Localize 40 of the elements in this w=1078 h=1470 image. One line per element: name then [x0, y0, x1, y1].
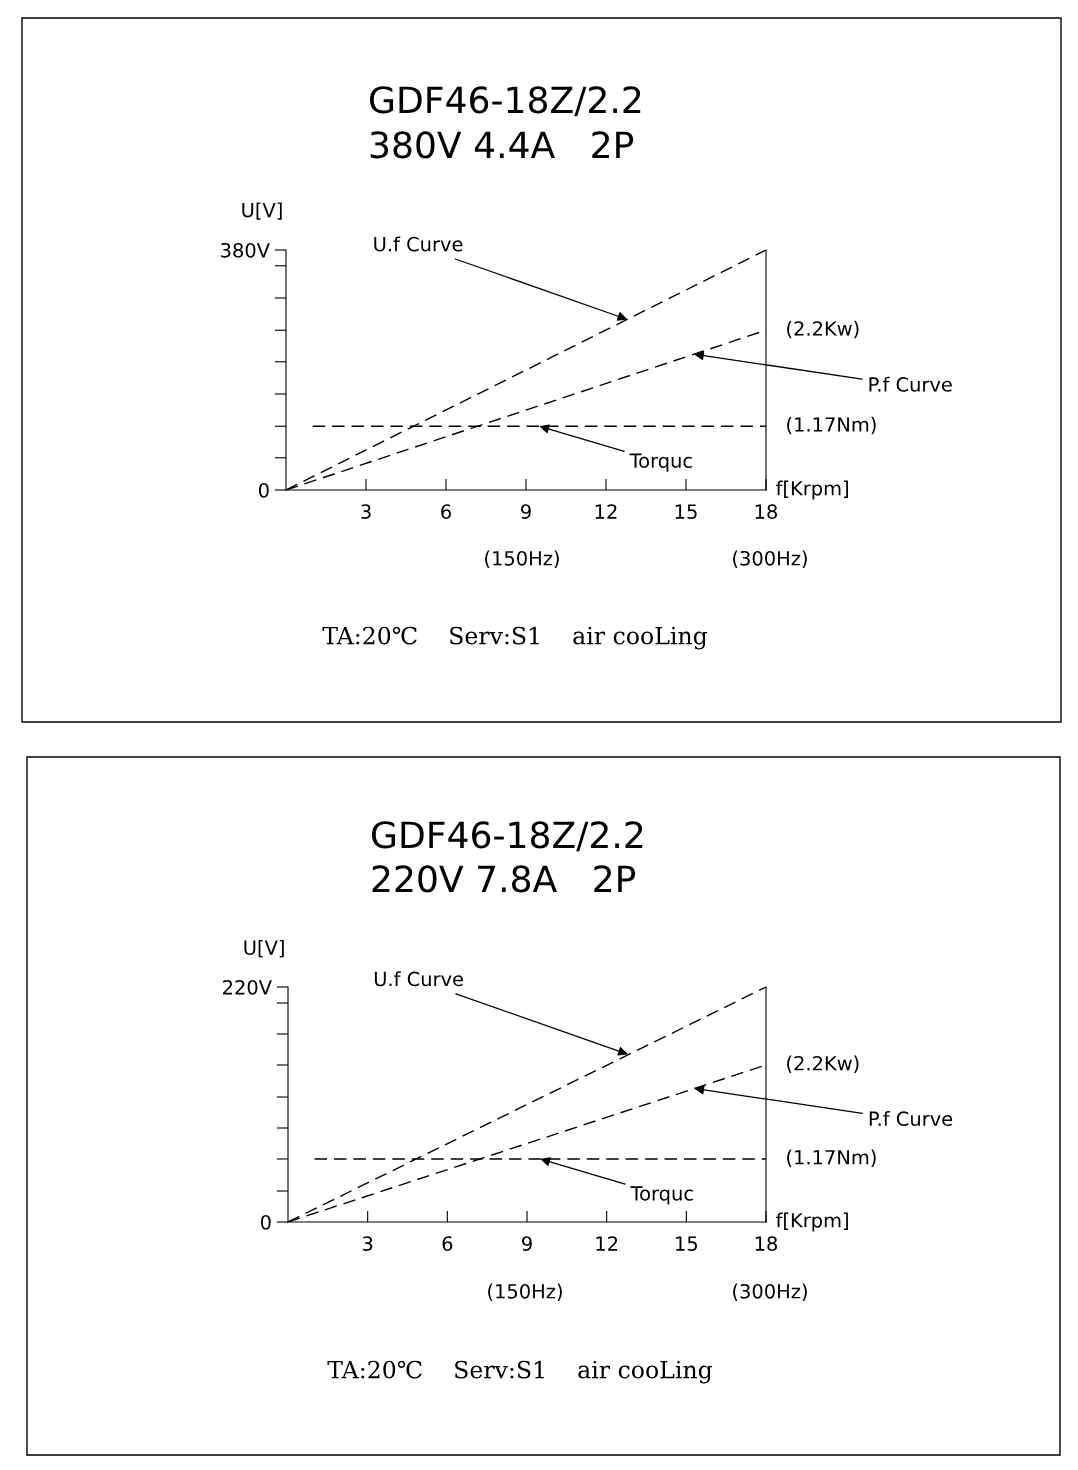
x-tick-label: 18	[755, 504, 778, 519]
x-tick-label: 3	[361, 504, 371, 519]
x-tick-label: 15	[676, 1236, 698, 1251]
y-axis-title: U[V]	[244, 939, 284, 958]
y-tick-label: 220V	[223, 979, 272, 995]
y-axis-title: U[V]	[242, 202, 282, 220]
annotation: (1.17Nm)	[787, 416, 876, 435]
annotation: Torquc	[629, 453, 692, 472]
chart-subtitle: 220V 7.8A 2P	[372, 865, 636, 893]
x-tick-label: 3	[362, 1236, 373, 1251]
text: (150Hz)	[488, 1283, 562, 1301]
x-tick-label: 18	[755, 1236, 778, 1251]
annotation: P.f Curve	[869, 1111, 953, 1127]
annotation: U.f Curve	[374, 236, 463, 252]
x-tick-label: 9	[522, 1236, 532, 1251]
x-tick-label: 12	[596, 1236, 618, 1251]
x-tick-label: 9	[521, 504, 531, 519]
text: TA:20℃ Serv:S1 air cooLing	[327, 1360, 713, 1384]
annotation: (2.2Kw)	[787, 320, 859, 339]
chart-subtitle: 380V 4.4A 2P	[370, 131, 634, 159]
x-axis-title: f[Krpm]	[776, 1212, 848, 1232]
chart-title: GDF46-18Z/2.2	[370, 86, 641, 117]
x-tick-label: 6	[441, 504, 451, 519]
text: TA:20℃ Serv:S1 air cooLing	[322, 626, 708, 650]
annotation: P.f Curve	[869, 376, 952, 392]
y-tick-label: 0	[258, 482, 269, 498]
annotation: (1.17Nm)	[787, 1149, 876, 1167]
text: (300Hz)	[733, 1283, 807, 1301]
annotation: (2.2Kw)	[787, 1055, 859, 1073]
text: (300Hz)	[733, 550, 807, 568]
x-tick-label: 6	[442, 1236, 453, 1251]
x-tick-label: 12	[595, 504, 617, 519]
y-tick-label: 0	[260, 1214, 271, 1230]
annotation: U.f Curve	[374, 971, 463, 987]
x-tick-label: 15	[675, 504, 697, 519]
annotation: Torquc	[630, 1186, 693, 1205]
y-tick-label: 380V	[221, 242, 270, 258]
x-axis-title: f[Krpm]	[776, 480, 848, 500]
chart-title: GDF46-18Z/2.2	[372, 821, 643, 852]
text: (150Hz)	[485, 550, 559, 568]
